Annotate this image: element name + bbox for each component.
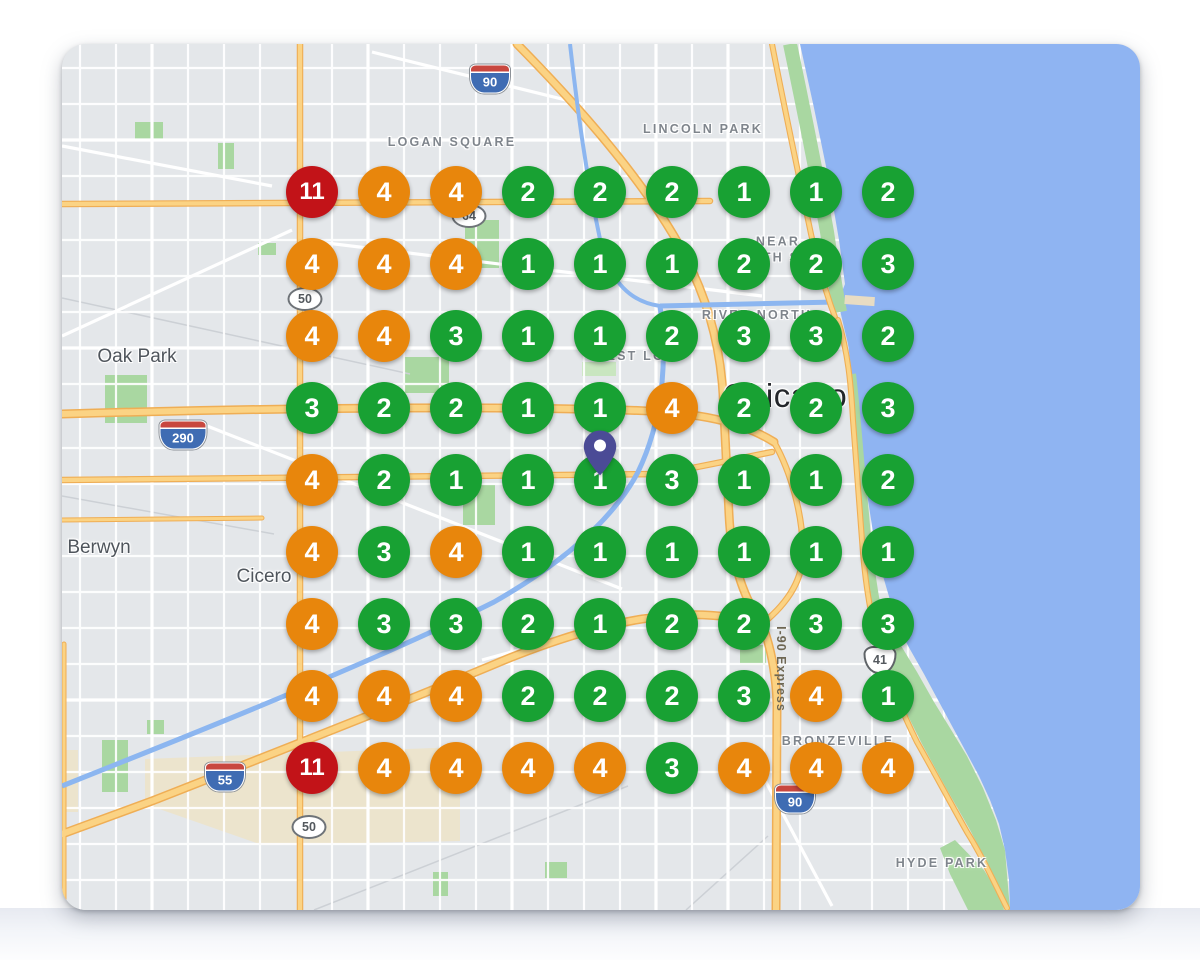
marker-badge[interactable]: 11 xyxy=(286,166,338,218)
marker-badge[interactable]: 3 xyxy=(430,310,482,362)
marker-badge[interactable]: 4 xyxy=(358,310,410,362)
marker-badge[interactable]: 1 xyxy=(790,526,842,578)
marker-badge[interactable]: 4 xyxy=(430,238,482,290)
marker-badge[interactable]: 2 xyxy=(430,382,482,434)
marker-badge[interactable]: 4 xyxy=(286,598,338,650)
interstate-290-shield: 290 xyxy=(159,420,207,450)
marker-badge[interactable]: 1 xyxy=(502,382,554,434)
marker-badge[interactable]: 1 xyxy=(646,526,698,578)
marker-badge[interactable]: 2 xyxy=(862,454,914,506)
marker-badge[interactable]: 3 xyxy=(646,742,698,794)
marker-badge[interactable]: 1 xyxy=(790,166,842,218)
marker-badge[interactable]: 1 xyxy=(574,526,626,578)
city-label-cicero: Cicero xyxy=(236,566,292,587)
marker-badge[interactable]: 2 xyxy=(718,598,770,650)
marker-badge[interactable]: 2 xyxy=(358,382,410,434)
marker-badge[interactable]: 3 xyxy=(430,598,482,650)
marker-badge[interactable]: 1 xyxy=(430,454,482,506)
marker-badge[interactable]: 4 xyxy=(430,670,482,722)
marker-badge[interactable]: 3 xyxy=(646,454,698,506)
marker-badge[interactable]: 4 xyxy=(358,238,410,290)
map-card[interactable]: LOGAN SQUARE LINCOLN PARK NEAR NORTH SID… xyxy=(62,44,1140,910)
neighborhood-label-hyde-park: HYDE PARK xyxy=(895,856,989,870)
marker-badge[interactable]: 3 xyxy=(862,598,914,650)
marker-badge[interactable]: 4 xyxy=(646,382,698,434)
marker-badge[interactable]: 1 xyxy=(502,310,554,362)
marker-badge[interactable]: 2 xyxy=(574,166,626,218)
marker-badge[interactable]: 4 xyxy=(286,310,338,362)
marker-badge[interactable]: 4 xyxy=(502,742,554,794)
city-label-berwyn: Berwyn xyxy=(67,537,131,558)
marker-badge[interactable]: 1 xyxy=(502,238,554,290)
marker-badge[interactable]: 4 xyxy=(430,526,482,578)
marker-badge[interactable]: 2 xyxy=(646,598,698,650)
marker-badge[interactable]: 4 xyxy=(286,238,338,290)
marker-badge[interactable]: 3 xyxy=(718,670,770,722)
marker-badge[interactable]: 1 xyxy=(646,238,698,290)
marker-badge[interactable]: 2 xyxy=(502,598,554,650)
marker-badge[interactable]: 3 xyxy=(862,238,914,290)
marker-badge[interactable]: 1 xyxy=(502,526,554,578)
marker-badge[interactable]: 2 xyxy=(646,166,698,218)
shore-park xyxy=(783,44,1010,910)
marker-badge[interactable]: 2 xyxy=(646,310,698,362)
marker-badge[interactable]: 4 xyxy=(574,742,626,794)
marker-badge[interactable]: 2 xyxy=(718,382,770,434)
city-label-oak-park: Oak Park xyxy=(97,346,177,367)
pin-hole xyxy=(594,439,606,452)
marker-badge[interactable]: 3 xyxy=(718,310,770,362)
marker-badge[interactable]: 4 xyxy=(358,742,410,794)
interstate-90-shield: 90 xyxy=(470,64,510,94)
marker-badge[interactable]: 1 xyxy=(862,670,914,722)
neighborhood-label-logan-square: LOGAN SQUARE xyxy=(387,135,517,149)
marker-badge[interactable]: 2 xyxy=(502,670,554,722)
marker-badge[interactable]: 11 xyxy=(286,742,338,794)
marker-badge[interactable]: 1 xyxy=(574,238,626,290)
marker-badge[interactable]: 4 xyxy=(286,670,338,722)
marker-grid: 11 4 4 2 2 2 1 1 2 4 4 4 1 1 1 2 2 3 4 4 3 1 1 2 3 3 2 3 2 2 1 1 4 2 2 3 4 2 1… xyxy=(62,44,1140,910)
marker-badge[interactable]: 3 xyxy=(790,598,842,650)
interstate-55-shield: 55 xyxy=(205,762,245,792)
marker-badge[interactable]: 1 xyxy=(718,454,770,506)
neighborhood-label-lincoln-park: LINCOLN PARK xyxy=(643,122,763,136)
marker-badge[interactable]: 2 xyxy=(790,382,842,434)
marker-badge[interactable]: 4 xyxy=(358,670,410,722)
marker-badge[interactable]: 2 xyxy=(574,670,626,722)
marker-badge[interactable]: 4 xyxy=(358,166,410,218)
marker-badge[interactable]: 1 xyxy=(718,526,770,578)
navy-pier xyxy=(844,295,875,307)
marker-badge[interactable]: 4 xyxy=(790,670,842,722)
marker-badge[interactable]: 2 xyxy=(862,166,914,218)
marker-badge[interactable]: 1 xyxy=(862,526,914,578)
marker-badge[interactable]: 4 xyxy=(718,742,770,794)
marker-badge[interactable]: 1 xyxy=(790,454,842,506)
marker-badge[interactable]: 4 xyxy=(286,526,338,578)
marker-badge[interactable]: 1 xyxy=(574,598,626,650)
marker-badge[interactable]: 2 xyxy=(502,166,554,218)
marker-badge[interactable]: 3 xyxy=(358,598,410,650)
marker-badge[interactable]: 4 xyxy=(430,742,482,794)
marker-badge[interactable]: 1 xyxy=(502,454,554,506)
marker-badge[interactable]: 2 xyxy=(862,310,914,362)
route-50-shield-south: 50 xyxy=(291,815,327,839)
marker-badge[interactable]: 4 xyxy=(430,166,482,218)
page-bottom-band xyxy=(0,908,1200,960)
marker-badge[interactable]: 1 xyxy=(574,310,626,362)
marker-badge[interactable]: 1 xyxy=(574,382,626,434)
marker-badge[interactable]: 3 xyxy=(862,382,914,434)
location-pin[interactable] xyxy=(582,429,618,477)
marker-badge[interactable]: 3 xyxy=(358,526,410,578)
marker-badge[interactable]: 2 xyxy=(790,238,842,290)
marker-badge[interactable]: 4 xyxy=(862,742,914,794)
marker-badge[interactable]: 4 xyxy=(790,742,842,794)
marker-badge[interactable]: 1 xyxy=(718,166,770,218)
marker-badge[interactable]: 4 xyxy=(286,454,338,506)
marker-badge[interactable]: 2 xyxy=(358,454,410,506)
marker-badge[interactable]: 2 xyxy=(646,670,698,722)
marker-badge[interactable]: 3 xyxy=(790,310,842,362)
marker-badge[interactable]: 3 xyxy=(286,382,338,434)
marker-badge[interactable]: 2 xyxy=(718,238,770,290)
